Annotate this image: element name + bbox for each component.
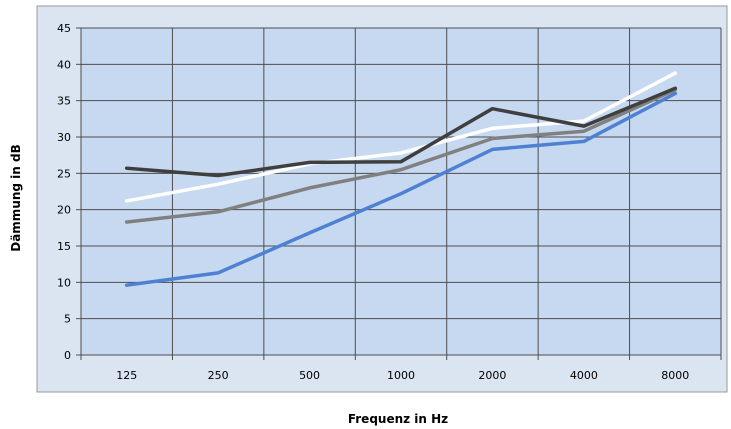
y-tick-label: 25 bbox=[57, 167, 71, 180]
x-axis-title: Frequenz in Hz bbox=[348, 412, 448, 426]
y-tick-label: 35 bbox=[57, 95, 71, 108]
x-tick-label: 8000 bbox=[661, 369, 689, 382]
y-tick-label: 5 bbox=[64, 313, 71, 326]
grid-lines bbox=[81, 27, 722, 355]
x-tick-label: 250 bbox=[208, 369, 229, 382]
y-tick-label: 20 bbox=[57, 204, 71, 217]
axes bbox=[76, 27, 722, 360]
x-tick-label: 125 bbox=[116, 369, 137, 382]
y-tick-label: 30 bbox=[57, 131, 71, 144]
y-tick-label: 40 bbox=[57, 58, 71, 71]
y-tick-label: 45 bbox=[57, 22, 71, 35]
series-line-2 bbox=[124, 88, 678, 224]
x-tick-label: 500 bbox=[299, 369, 320, 382]
series-lines bbox=[124, 71, 678, 287]
series-line-1 bbox=[124, 71, 678, 203]
y-tick-label: 0 bbox=[64, 349, 71, 362]
y-tick-label: 15 bbox=[57, 240, 71, 253]
x-tick-label: 4000 bbox=[570, 369, 598, 382]
y-tick-label: 10 bbox=[57, 276, 71, 289]
x-tick-label: 2000 bbox=[478, 369, 506, 382]
x-tick-labels: 125 250 500 1000 2000 4000 8000 bbox=[116, 369, 689, 382]
y-axis-title: Dämmung in dB bbox=[9, 144, 23, 252]
x-tick-label: 1000 bbox=[387, 369, 415, 382]
series-line-4 bbox=[124, 86, 678, 178]
y-tick-labels: 0 5 10 15 20 25 30 35 40 45 bbox=[57, 22, 71, 362]
series-line-3 bbox=[124, 91, 678, 287]
